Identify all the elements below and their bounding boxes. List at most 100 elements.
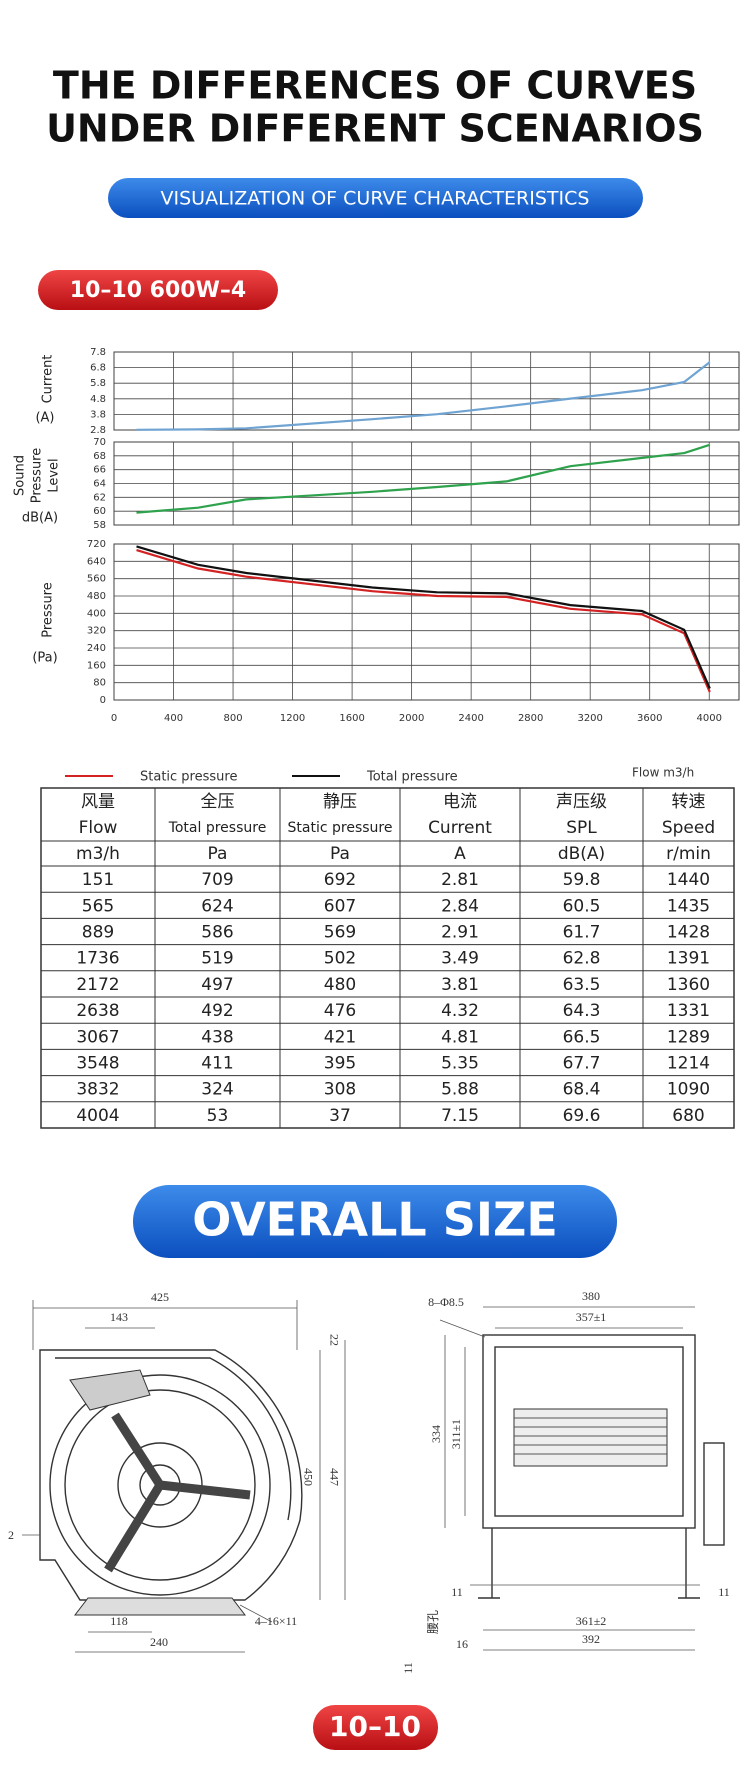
x-tick-label: 1600 <box>339 713 364 724</box>
y-tick-label: 640 <box>87 556 106 567</box>
dimension-label: 311±1 <box>449 1419 463 1449</box>
y-tick-label: 62 <box>93 492 106 503</box>
table-cell: 411 <box>201 1054 233 1074</box>
header-unit: Pa <box>208 844 228 864</box>
y-tick-label: 68 <box>93 451 106 462</box>
table-cell: 480 <box>324 975 356 995</box>
y-axis-label: Level <box>47 458 62 492</box>
table-cell: 1090 <box>667 1080 710 1100</box>
dimension-label: 4–16×11 <box>255 1614 297 1628</box>
table-cell: 62.8 <box>563 949 601 969</box>
y-tick-label: 320 <box>87 626 106 637</box>
dimension-label: 11 <box>451 1585 463 1599</box>
table-cell: 709 <box>201 870 233 890</box>
title-line: UNDER DIFFERENT SCENARIOS <box>46 107 704 151</box>
y-axis-label: Pressure <box>41 582 56 638</box>
table-cell: 502 <box>324 949 356 969</box>
table-cell: 5.35 <box>441 1054 479 1074</box>
side-view <box>22 1300 346 1653</box>
legend-label: Static pressure <box>140 770 237 785</box>
table-cell: 60.5 <box>563 896 601 916</box>
table-cell: 4004 <box>76 1106 119 1126</box>
header-en: Flow <box>79 818 118 838</box>
x-tick-label: 3200 <box>577 713 602 724</box>
dimension-label: 腰孔 <box>426 1610 440 1634</box>
y-axis-unit: (A) <box>35 411 54 426</box>
dimension-label: 361±2 <box>576 1614 607 1628</box>
blade-lines <box>514 1417 667 1455</box>
wheel-inner <box>64 1389 256 1581</box>
y-tick-label: 240 <box>87 643 106 654</box>
model-label: 10–10 <box>329 1710 421 1743</box>
table-cell: 1736 <box>76 949 119 969</box>
table-cell: 476 <box>324 1001 356 1021</box>
y-tick-label: 3.8 <box>90 409 106 420</box>
table-cell: 586 <box>201 923 233 943</box>
data-line <box>136 361 711 431</box>
y-tick-label: 0 <box>100 695 106 706</box>
table-cell: 2638 <box>76 1001 119 1021</box>
table-cell: 1214 <box>667 1054 710 1074</box>
y-axis-label: Sound <box>13 455 28 496</box>
table-cell: 66.5 <box>563 1027 601 1047</box>
y-tick-label: 66 <box>93 465 106 476</box>
spokes <box>104 1412 251 1573</box>
dimension-label: 334 <box>429 1425 443 1443</box>
dimension-label: 447 <box>327 1468 341 1486</box>
table-cell: 692 <box>324 870 356 890</box>
table-cell: 4.32 <box>441 1001 479 1021</box>
table-cell: 3832 <box>76 1080 119 1100</box>
table-cell: 1289 <box>667 1027 710 1047</box>
table-cell: 421 <box>324 1027 356 1047</box>
header-unit: A <box>454 844 466 864</box>
dimension-label: 8–Φ8.5 <box>428 1295 464 1309</box>
table-cell: 3.49 <box>441 949 479 969</box>
header-unit: dB(A) <box>558 844 605 864</box>
table-cell: 53 <box>207 1106 229 1126</box>
y-tick-label: 7.8 <box>90 347 106 358</box>
y-axis-label: Pressure <box>30 448 45 504</box>
dimension-label: 11 <box>718 1585 730 1599</box>
dimension-label: 392 <box>582 1632 600 1646</box>
subtitle: VISUALIZATION OF CURVE CHARACTERISTICS <box>161 188 590 210</box>
title-line: THE DIFFERENCES OF CURVES <box>53 64 697 108</box>
x-tick-label: 1200 <box>280 713 305 724</box>
table-cell: 395 <box>324 1054 356 1074</box>
dimension-label: 16 <box>456 1637 468 1651</box>
subtitle-pill <box>108 178 643 218</box>
table-cell: 1440 <box>667 870 710 890</box>
table-cell: 2.81 <box>441 870 479 890</box>
header-unit: m3/h <box>76 844 120 864</box>
y-tick-label: 480 <box>87 591 106 602</box>
dimension-label: 357±1 <box>576 1310 607 1324</box>
header-cn: 转速 <box>672 792 706 812</box>
y-tick-label: 720 <box>87 539 106 550</box>
dimension-label: 425 <box>151 1290 169 1304</box>
y-axis-unit: (Pa) <box>32 651 57 666</box>
header-cn: 电流 <box>443 792 477 812</box>
housing <box>39 1349 303 1601</box>
table-cell: 69.6 <box>563 1106 601 1126</box>
header-en: Current <box>428 818 492 838</box>
table-cell: 5.88 <box>441 1080 479 1100</box>
frame <box>482 1334 696 1529</box>
table-cell: 569 <box>324 923 356 943</box>
dimension-label: 22 <box>327 1334 341 1346</box>
data-line <box>136 545 711 689</box>
table-cell: 68.4 <box>563 1080 601 1100</box>
header-unit: r/min <box>666 844 711 864</box>
dimension-label: 2 <box>8 1528 14 1542</box>
header-cn: 风量 <box>81 792 115 812</box>
base-plate <box>73 1597 247 1616</box>
frame-inner <box>494 1346 684 1517</box>
size-pill <box>133 1185 617 1258</box>
motor <box>117 1442 203 1528</box>
table-cell: 889 <box>82 923 114 943</box>
table-cell: 59.8 <box>563 870 601 890</box>
x-tick-label: 0 <box>111 713 117 724</box>
y-tick-label: 60 <box>93 506 106 517</box>
legend-label: Total pressure <box>366 770 458 785</box>
dimension-label: 11 <box>401 1662 415 1674</box>
